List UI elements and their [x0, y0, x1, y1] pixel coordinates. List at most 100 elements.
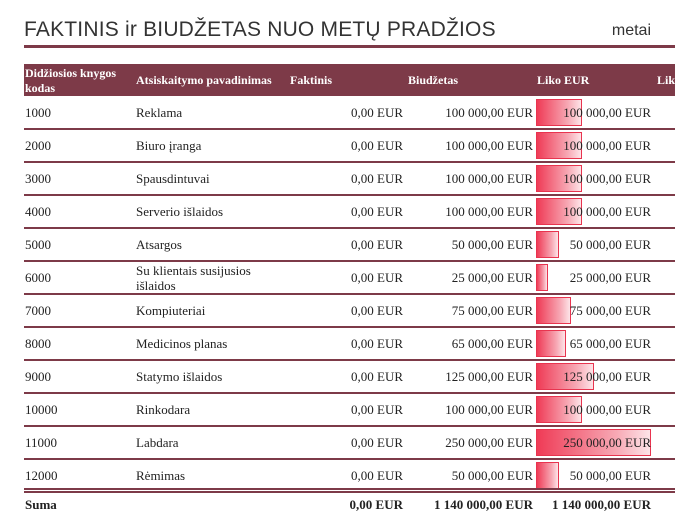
table-row[interactable]: 7000 Kompiuteriai 0,00 EUR 75 000,00 EUR 75 …: [24, 295, 675, 328]
table-row[interactable]: 1000 Reklama 0,00 EUR 100 000,00 EUR 100 000…: [24, 97, 675, 130]
row-name[interactable]: Rinkodara: [136, 402, 191, 417]
remaining-data-bar: [536, 165, 582, 192]
table-header: Didžiosios knygos kodas Atsiskaitymo pav…: [24, 64, 675, 96]
row-actual[interactable]: 0,00 EUR: [351, 269, 403, 285]
row-name[interactable]: Rėmimas: [136, 468, 186, 483]
row-name[interactable]: Su klientais susijusios išlaidos: [136, 262, 251, 293]
row-name[interactable]: Statymo išlaidos: [136, 369, 223, 384]
row-name[interactable]: Atsargos: [136, 237, 182, 252]
table-row[interactable]: 4000 Serverio išlaidos 0,00 EUR 100 000,00 …: [24, 196, 675, 229]
column-header-remaining-pct[interactable]: Lik: [657, 73, 675, 87]
row-name[interactable]: Medicinos planas: [136, 336, 228, 351]
total-row: Suma 0,00 EUR 1 140 000,00 EUR 1 140 000…: [24, 490, 675, 520]
table-row[interactable]: 11000 Labdara 0,00 EUR 250 000,00 EUR 250 00…: [24, 427, 675, 460]
remaining-data-bar: [536, 396, 582, 423]
remaining-data-bar: [536, 264, 548, 291]
row-remaining[interactable]: 100 000,00 EUR: [563, 104, 651, 120]
row-name[interactable]: Reklama: [136, 105, 183, 120]
remaining-data-bar: [536, 330, 566, 357]
row-budget[interactable]: 100 000,00 EUR: [445, 401, 533, 417]
row-remaining[interactable]: 250 000,00 EUR: [563, 434, 651, 450]
row-code[interactable]: 4000: [25, 203, 51, 219]
row-actual[interactable]: 0,00 EUR: [351, 104, 403, 120]
remaining-data-bar: [536, 198, 582, 225]
table-row[interactable]: 9000 Statymo išlaidos 0,00 EUR 125 000,00 E…: [24, 361, 675, 394]
row-code[interactable]: 3000: [25, 170, 51, 186]
row-actual[interactable]: 0,00 EUR: [351, 467, 403, 483]
total-divider: [24, 488, 675, 490]
row-name[interactable]: Serverio išlaidos: [136, 204, 224, 219]
row-budget[interactable]: 100 000,00 EUR: [445, 170, 533, 186]
row-actual[interactable]: 0,00 EUR: [351, 203, 403, 219]
row-remaining[interactable]: 65 000,00 EUR: [569, 335, 651, 351]
remaining-data-bar: [536, 363, 594, 390]
row-code[interactable]: 11000: [25, 434, 58, 450]
total-budget: 1 140 000,00 EUR: [434, 497, 533, 512]
row-actual[interactable]: 0,00 EUR: [351, 302, 403, 318]
row-remaining[interactable]: 100 000,00 EUR: [563, 170, 651, 186]
report-title: FAKTINIS ir BIUDŽETAS NUO METŲ PRADŽIOS: [24, 18, 496, 41]
row-actual[interactable]: 0,00 EUR: [351, 335, 403, 351]
row-budget[interactable]: 25 000,00 EUR: [451, 269, 533, 285]
row-budget[interactable]: 125 000,00 EUR: [445, 368, 533, 384]
row-actual[interactable]: 0,00 EUR: [351, 401, 403, 417]
table-row[interactable]: 5000 Atsargos 0,00 EUR 50 000,00 EUR 50 000,…: [24, 229, 675, 262]
column-header-code[interactable]: Didžiosios knygos kodas: [25, 66, 117, 95]
row-actual[interactable]: 0,00 EUR: [351, 434, 403, 450]
table-row[interactable]: 2000 Biuro įranga 0,00 EUR 100 000,00 EUR 10…: [24, 130, 675, 163]
row-budget[interactable]: 65 000,00 EUR: [451, 335, 533, 351]
table-row[interactable]: 12000 Rėmimas 0,00 EUR 50 000,00 EUR 50 000,…: [24, 460, 675, 493]
row-remaining[interactable]: 125 000,00 EUR: [563, 368, 651, 384]
row-remaining[interactable]: 100 000,00 EUR: [563, 401, 651, 417]
row-actual[interactable]: 0,00 EUR: [351, 368, 403, 384]
row-code[interactable]: 5000: [25, 236, 51, 252]
row-code[interactable]: 6000: [25, 269, 51, 285]
row-budget[interactable]: 75 000,00 EUR: [451, 302, 533, 318]
remaining-data-bar: [536, 231, 559, 258]
row-code[interactable]: 10000: [25, 401, 58, 417]
row-remaining[interactable]: 75 000,00 EUR: [569, 302, 651, 318]
row-remaining[interactable]: 50 000,00 EUR: [569, 467, 651, 483]
row-name[interactable]: Kompiuteriai: [136, 303, 206, 318]
row-budget[interactable]: 50 000,00 EUR: [451, 467, 533, 483]
total-actual: 0,00 EUR: [349, 497, 403, 512]
table-row[interactable]: 6000 Su klientais susijusios išlaidos 0,00…: [24, 262, 675, 295]
row-code[interactable]: 8000: [25, 335, 51, 351]
remaining-data-bar: [536, 429, 651, 456]
table-row[interactable]: 10000 Rinkodara 0,00 EUR 100 000,00 EUR 100 …: [24, 394, 675, 427]
row-actual[interactable]: 0,00 EUR: [351, 236, 403, 252]
row-remaining[interactable]: 25 000,00 EUR: [569, 269, 651, 285]
total-remaining: 1 140 000,00 EUR: [552, 497, 651, 512]
report-title-bar: FAKTINIS ir BIUDŽETAS NUO METŲ PRADŽIOS …: [24, 0, 675, 48]
row-budget[interactable]: 250 000,00 EUR: [445, 434, 533, 450]
row-name[interactable]: Spausdintuvai: [136, 171, 210, 186]
row-remaining[interactable]: 100 000,00 EUR: [563, 203, 651, 219]
remaining-data-bar: [536, 132, 582, 159]
row-name[interactable]: Labdara: [136, 435, 179, 450]
column-header-budget[interactable]: Biudžetas: [408, 73, 459, 87]
row-budget[interactable]: 100 000,00 EUR: [445, 104, 533, 120]
row-code[interactable]: 7000: [25, 302, 51, 318]
table-row[interactable]: 8000 Medicinos planas 0,00 EUR 65 000,00 EU…: [24, 328, 675, 361]
title-divider: [24, 45, 675, 48]
column-header-actual[interactable]: Faktinis: [290, 73, 333, 87]
row-remaining[interactable]: 100 000,00 EUR: [563, 137, 651, 153]
table-row[interactable]: 3000 Spausdintuvai 0,00 EUR 100 000,00 EUR 1…: [24, 163, 675, 196]
row-actual[interactable]: 0,00 EUR: [351, 137, 403, 153]
row-name[interactable]: Biuro įranga: [136, 138, 202, 153]
row-code[interactable]: 2000: [25, 137, 51, 153]
row-remaining[interactable]: 50 000,00 EUR: [569, 236, 651, 252]
total-label: Suma: [25, 497, 57, 512]
row-budget[interactable]: 50 000,00 EUR: [451, 236, 533, 252]
remaining-data-bar: [536, 462, 559, 489]
remaining-data-bar: [536, 99, 582, 126]
column-header-name[interactable]: Atsiskaitymo pavadinimas: [136, 73, 272, 87]
row-budget[interactable]: 100 000,00 EUR: [445, 203, 533, 219]
column-header-remaining[interactable]: Liko EUR: [537, 73, 590, 87]
row-budget[interactable]: 100 000,00 EUR: [445, 137, 533, 153]
report-subtitle[interactable]: metai: [611, 22, 651, 39]
row-code[interactable]: 12000: [25, 467, 58, 483]
row-code[interactable]: 9000: [25, 368, 51, 384]
row-actual[interactable]: 0,00 EUR: [351, 170, 403, 186]
row-code[interactable]: 1000: [25, 104, 51, 120]
